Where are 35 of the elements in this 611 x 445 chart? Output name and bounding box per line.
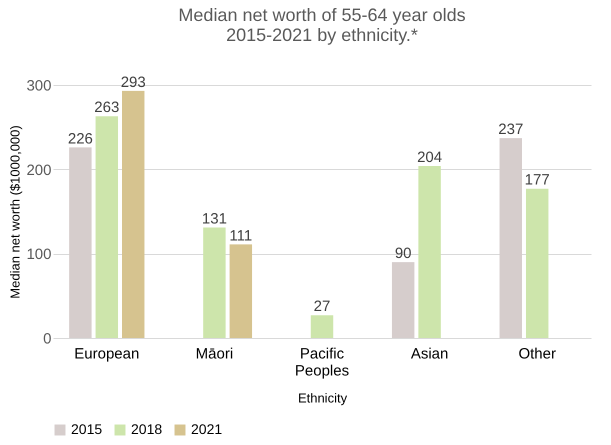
chart-title: Median net worth of 55-64 year olds 2015-2021 by ethnicity.* <box>178 4 466 45</box>
legend-label: 2018 <box>131 421 162 437</box>
bar <box>203 228 226 338</box>
x-tick-label: Pacific Peoples <box>294 346 350 380</box>
data-label: 263 <box>94 99 120 116</box>
bar <box>500 138 522 338</box>
x-tick-label: European <box>74 346 140 362</box>
bar <box>96 116 118 338</box>
bar <box>310 315 334 338</box>
bar <box>69 147 92 338</box>
bar <box>526 188 548 338</box>
data-label: 111 <box>229 227 252 244</box>
x-tick-label: Other <box>518 346 556 362</box>
bar <box>122 90 144 338</box>
bar <box>392 262 414 338</box>
legend-label: 2021 <box>191 421 222 437</box>
x-tick-label: Māori <box>196 346 234 362</box>
data-label: 237 <box>498 121 524 138</box>
data-label: 204 <box>417 148 442 166</box>
y-tick-label: 300 <box>26 78 52 94</box>
data-label: 177 <box>524 172 550 189</box>
y-tick-label: 0 <box>43 330 52 348</box>
bar <box>418 166 441 338</box>
data-label: 90 <box>394 245 412 262</box>
y-tick-label: 100 <box>26 246 52 264</box>
x-axis-title: Ethnicity <box>298 390 348 406</box>
y-axis-title: Median net worth ($1000,000) <box>7 125 22 299</box>
data-label: 27 <box>314 298 330 316</box>
x-tick-label: Asian <box>410 346 448 362</box>
legend-label: 2015 <box>71 421 102 437</box>
data-label: 226 <box>68 130 93 148</box>
data-label: 293 <box>120 74 146 91</box>
y-tick-label: 200 <box>26 162 52 179</box>
bar <box>230 244 252 338</box>
data-label: 131 <box>202 210 227 228</box>
